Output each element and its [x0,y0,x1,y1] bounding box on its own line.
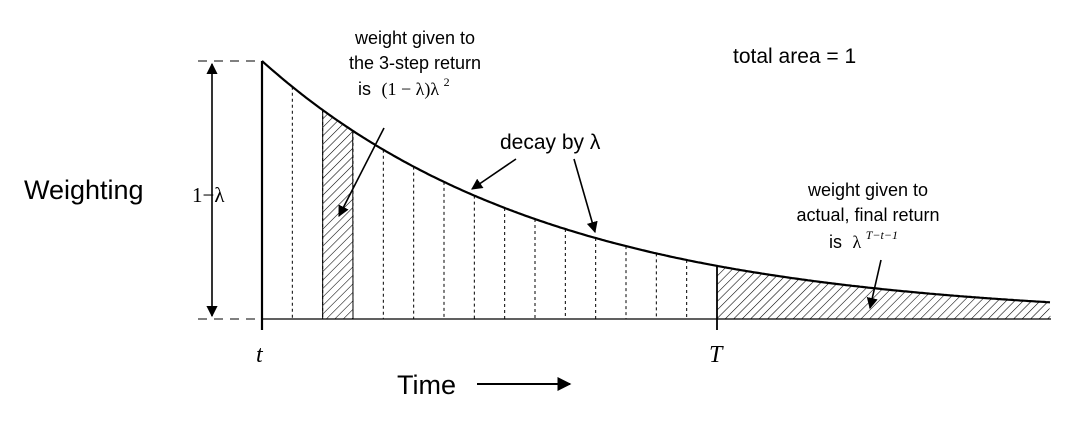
start-tick-label: t [256,342,264,368]
decay-curve [261,60,1051,304]
x-axis-title: Time [397,370,456,400]
final-formula: λ [853,232,862,252]
step3-note-is: is [358,79,371,99]
total-area-note: total area = 1 [733,45,856,68]
height-label: 1−λ [192,183,225,207]
step-3-weight-area [322,109,354,320]
step3-note-line2: the 3-step return [349,53,481,73]
step3-formula-exponent: 2 [444,75,450,89]
y-axis-title: Weighting [24,175,144,205]
step3-note-line3: is (1 − λ)λ 2 [358,75,450,100]
final-note-line3: is λ T−t−1 [829,228,898,252]
final-note-line1: weight given to [807,180,928,200]
final-note-is: is [829,232,842,252]
decay-arrow-right [573,158,598,234]
terminal-tick-label: T [709,342,724,368]
decay-note: decay by λ [500,131,601,154]
step3-formula: (1 − λ)λ [382,79,440,100]
final-pointer-arrow [866,259,882,310]
step-dividers [291,86,688,319]
step3-note-line1: weight given to [354,28,475,48]
step3-pointer-arrow [338,127,385,217]
final-formula-exponent: T−t−1 [866,228,898,242]
final-return-weight-area [717,265,1051,319]
final-note-line2: actual, final return [796,205,939,225]
decay-arrow-left [471,158,517,190]
